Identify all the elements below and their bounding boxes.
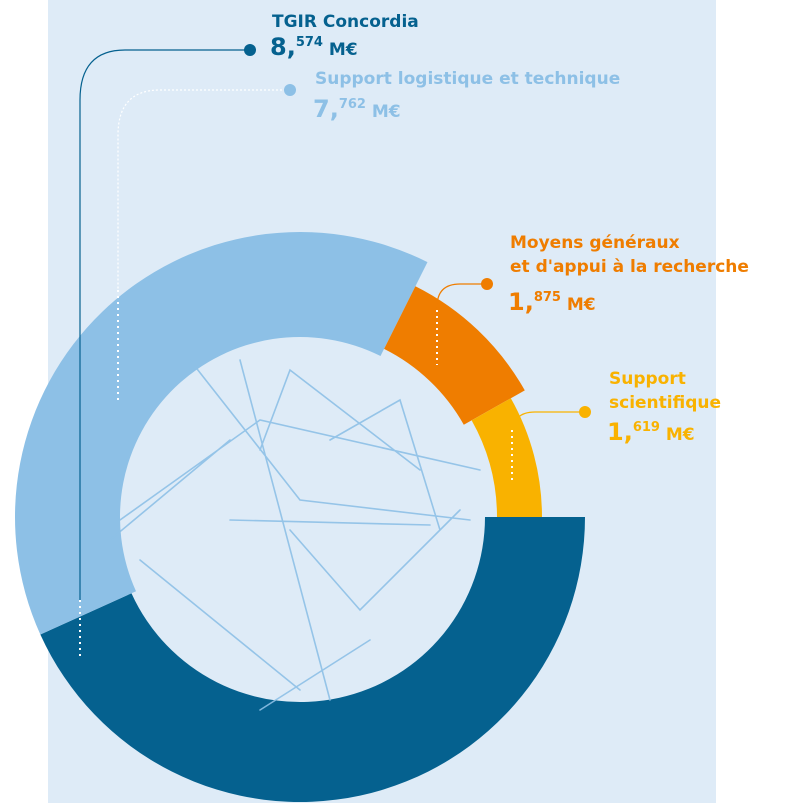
connectors	[79, 44, 591, 660]
label-line: Moyens généraux	[510, 233, 680, 253]
value-part: 619	[633, 420, 660, 435]
value-part: M€	[323, 40, 358, 60]
label-line: scientifique	[609, 393, 721, 413]
label-line: Support	[609, 369, 686, 389]
legend-label: Moyens généraux et d'appui à la recherche	[510, 233, 749, 277]
legend-label: Support scientifique	[609, 369, 721, 413]
value-label: 1,619 M€	[607, 418, 695, 446]
donut-segment	[471, 398, 542, 517]
value-label: 1,875 M€	[508, 288, 596, 316]
value-part: M€	[366, 102, 401, 122]
value-label: 8,574 M€	[270, 33, 358, 61]
value-part: M€	[561, 295, 596, 315]
value-part: 762	[339, 97, 366, 112]
legend-label: Support logistique et technique	[315, 69, 620, 89]
value-part: 8,	[270, 33, 296, 61]
value-part: 7,	[313, 95, 339, 123]
label-line: et d'appui à la recherche	[510, 257, 749, 277]
donut-segment	[384, 286, 525, 425]
donut-segment	[40, 517, 586, 803]
value-part: 1,	[607, 418, 633, 446]
sketch	[109, 359, 481, 711]
value-part: M€	[660, 425, 695, 445]
value-part: 875	[534, 290, 561, 305]
label-line: Support logistique et technique	[315, 69, 620, 89]
value-part: 574	[296, 35, 323, 50]
label-line: TGIR Concordia	[272, 12, 419, 32]
value-label: 7,762 M€	[313, 95, 401, 123]
legend-label: TGIR Concordia	[272, 12, 419, 32]
value-part: 1,	[508, 288, 534, 316]
